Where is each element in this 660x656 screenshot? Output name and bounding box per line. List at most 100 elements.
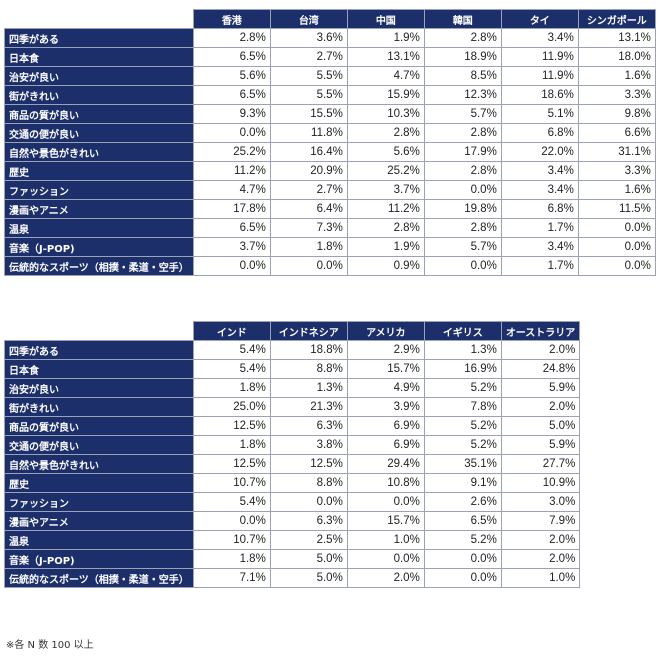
data-cell: 3.8% [269,435,348,455]
data-cell: 6.3% [269,416,348,436]
data-cell: 2.0% [500,549,581,569]
data-cell: 2.8% [346,218,425,238]
table-row: 漫画やアニメ 17.8% 6.4% 11.2% 19.8% 6.8% 11.5% [4,199,656,219]
data-cell: 11.5% [577,199,656,219]
data-cell: 18.8% [269,340,348,360]
data-cell: 12.3% [423,85,502,105]
data-cell: 15.7% [346,359,425,379]
data-cell: 1.8% [192,378,271,398]
data-cell: 2.8% [423,161,502,181]
data-cell: 25.0% [192,397,271,417]
data-cell: 1.6% [577,66,656,86]
data-cell: 22.0% [500,142,579,162]
data-cell: 1.3% [423,340,502,360]
table-row: 自然や景色がきれい 12.5% 12.5% 29.4% 35.1% 27.7% [4,454,581,474]
data-cell: 16.9% [423,359,502,379]
data-cell: 3.4% [500,180,579,200]
data-cell: 13.1% [346,47,425,67]
table-row: 温泉 6.5% 7.3% 2.8% 2.8% 1.7% 0.0% [4,218,656,238]
table-east-asia: 香港 台湾 中国 韓国 タイ シンガポール 四季がある 2.8% 3.6% 1.9% 2.8% 3.… [4,9,656,276]
data-cell: 17.9% [423,142,502,162]
data-cell: 5.2% [423,530,502,550]
data-cell: 0.0% [423,568,502,588]
table-row: 商品の質が良い 12.5% 6.3% 6.9% 5.2% 5.0% [4,416,581,436]
data-cell: 0.0% [269,492,348,512]
row-label: 歴史 [4,161,194,181]
data-cell: 5.5% [269,85,348,105]
data-cell: 17.8% [192,199,271,219]
row-label: ファッション [4,492,194,512]
table-row: 街がきれい 6.5% 5.5% 15.9% 12.3% 18.6% 3.3% [4,85,656,105]
data-cell: 10.7% [192,530,271,550]
data-cell: 0.0% [577,218,656,238]
data-cell: 9.1% [423,473,502,493]
data-cell: 0.0% [192,256,271,276]
data-cell: 6.3% [269,511,348,531]
data-cell: 3.9% [346,397,425,417]
data-cell: 2.0% [500,530,581,550]
data-cell: 10.7% [192,473,271,493]
data-cell: 18.6% [500,85,579,105]
data-cell: 12.5% [192,454,271,474]
data-cell: 0.0% [346,492,425,512]
data-cell: 0.0% [192,123,271,143]
data-cell: 3.4% [500,161,579,181]
column-header: 台湾 [269,9,348,29]
column-header: シンガポール [577,9,656,29]
row-label: 日本食 [4,47,194,67]
data-cell: 27.7% [500,454,581,474]
data-cell: 31.1% [577,142,656,162]
row-label: 治安が良い [4,378,194,398]
data-cell: 10.3% [346,104,425,124]
row-label: 漫画やアニメ [4,199,194,219]
row-label: 音楽（J-POP) [4,237,194,257]
data-cell: 3.4% [500,237,579,257]
data-cell: 2.8% [423,28,502,48]
data-cell: 1.7% [500,256,579,276]
data-cell: 0.0% [423,256,502,276]
table-row: ファッション 4.7% 2.7% 3.7% 0.0% 3.4% 1.6% [4,180,656,200]
column-header: 香港 [192,9,271,29]
column-header: インドネシア [269,321,348,341]
data-cell: 6.5% [423,511,502,531]
data-cell: 10.9% [500,473,581,493]
table-row: 交通の便が良い 1.8% 3.8% 6.9% 5.2% 5.9% [4,435,581,455]
column-header: イギリス [423,321,502,341]
data-cell: 5.4% [192,492,271,512]
data-cell: 0.9% [346,256,425,276]
data-cell: 0.0% [269,256,348,276]
data-cell: 7.9% [500,511,581,531]
row-label: 四季がある [4,28,194,48]
data-cell: 2.8% [423,123,502,143]
data-cell: 2.5% [269,530,348,550]
data-cell: 18.9% [423,47,502,67]
data-cell: 11.9% [500,66,579,86]
data-cell: 3.0% [500,492,581,512]
data-cell: 5.0% [269,549,348,569]
data-cell: 2.7% [269,180,348,200]
row-label: 漫画やアニメ [4,511,194,531]
table-row: 漫画やアニメ 0.0% 6.3% 15.7% 6.5% 7.9% [4,511,581,531]
data-cell: 6.5% [192,218,271,238]
column-header: 中国 [346,9,425,29]
data-cell: 2.0% [500,397,581,417]
data-cell: 3.4% [500,28,579,48]
table-row: 歴史 10.7% 8.8% 10.8% 9.1% 10.9% [4,473,581,493]
data-cell: 4.7% [192,180,271,200]
data-cell: 1.0% [500,568,581,588]
data-cell: 2.8% [192,28,271,48]
data-cell: 11.2% [346,199,425,219]
data-cell: 11.9% [500,47,579,67]
data-cell: 20.9% [269,161,348,181]
column-header: 韓国 [423,9,502,29]
table-row: 四季がある 5.4% 18.8% 2.9% 1.3% 2.0% [4,340,581,360]
data-cell: 2.6% [423,492,502,512]
data-cell: 8.8% [269,473,348,493]
data-cell: 9.8% [577,104,656,124]
data-cell: 10.8% [346,473,425,493]
data-cell: 35.1% [423,454,502,474]
data-cell: 1.7% [500,218,579,238]
corner-cell [4,9,194,29]
table-row: 治安が良い 1.8% 1.3% 4.9% 5.2% 5.9% [4,378,581,398]
data-cell: 12.5% [269,454,348,474]
